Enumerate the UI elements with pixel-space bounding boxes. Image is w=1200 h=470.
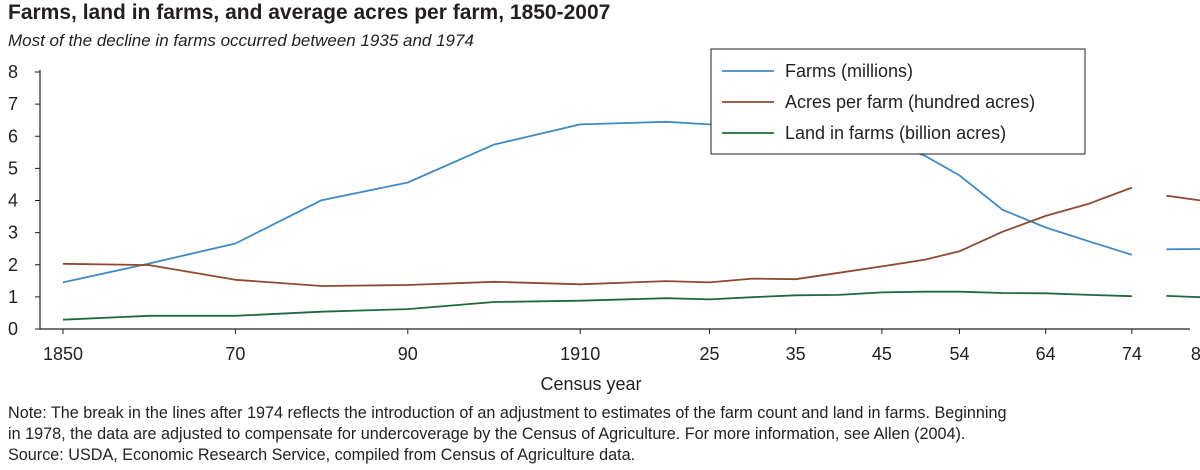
x-tick-label: 64 — [1036, 344, 1056, 364]
y-tick-label: 3 — [8, 223, 18, 243]
legend-label: Land in farms (billion acres) — [785, 123, 1006, 143]
y-tick-label: 4 — [8, 191, 18, 211]
series-line — [1166, 248, 1200, 251]
x-tick-label: 35 — [786, 344, 806, 364]
y-tick-label: 0 — [8, 319, 18, 339]
y-tick-label: 8 — [8, 62, 18, 82]
y-tick-label: 5 — [8, 158, 18, 178]
chart-subtitle: Most of the decline in farms occurred be… — [8, 31, 474, 50]
series-line — [62, 290, 1132, 321]
legend-box — [710, 48, 1086, 155]
x-tick-label: 45 — [872, 344, 892, 364]
chart-title: Farms, land in farms, and average acres … — [8, 1, 611, 24]
series-line — [62, 186, 1133, 287]
x-tick-label: 1850 — [43, 344, 83, 364]
x-tick-label: 70 — [225, 344, 245, 364]
y-tick-label: 7 — [8, 94, 18, 114]
legend-label: Acres per farm (hundred acres) — [785, 92, 1035, 112]
x-tick-label: 82 — [1191, 344, 1200, 364]
series-line — [1166, 194, 1200, 202]
source-line: Source: USDA, Economic Research Service,… — [8, 446, 636, 464]
y-tick-label: 1 — [8, 287, 18, 307]
x-tick-label: 90 — [398, 344, 418, 364]
x-tick-label: 74 — [1122, 344, 1142, 364]
y-tick-label: 6 — [8, 126, 18, 146]
series-line — [1166, 295, 1200, 299]
legend: Farms (millions) Acres per farm (hundred … — [710, 48, 1086, 155]
note-line: Note: The break in the lines after 1974 … — [8, 404, 1007, 422]
y-tick-label: 2 — [8, 255, 18, 275]
x-axis-title: Census year — [540, 374, 641, 394]
legend-label: Farms (millions) — [785, 61, 913, 81]
x-axis: 18507090191025354554647482922002 — [40, 328, 1200, 364]
note-line: in 1978, the data are adjusted to compen… — [8, 425, 966, 443]
y-axis: 0 1 2 3 4 5 6 7 8 — [8, 62, 41, 339]
x-tick-label: 1910 — [560, 344, 600, 364]
x-tick-label: 54 — [949, 344, 969, 364]
chart-note: Note: The break in the lines after 1974 … — [8, 403, 1007, 466]
x-tick-label: 25 — [699, 344, 719, 364]
